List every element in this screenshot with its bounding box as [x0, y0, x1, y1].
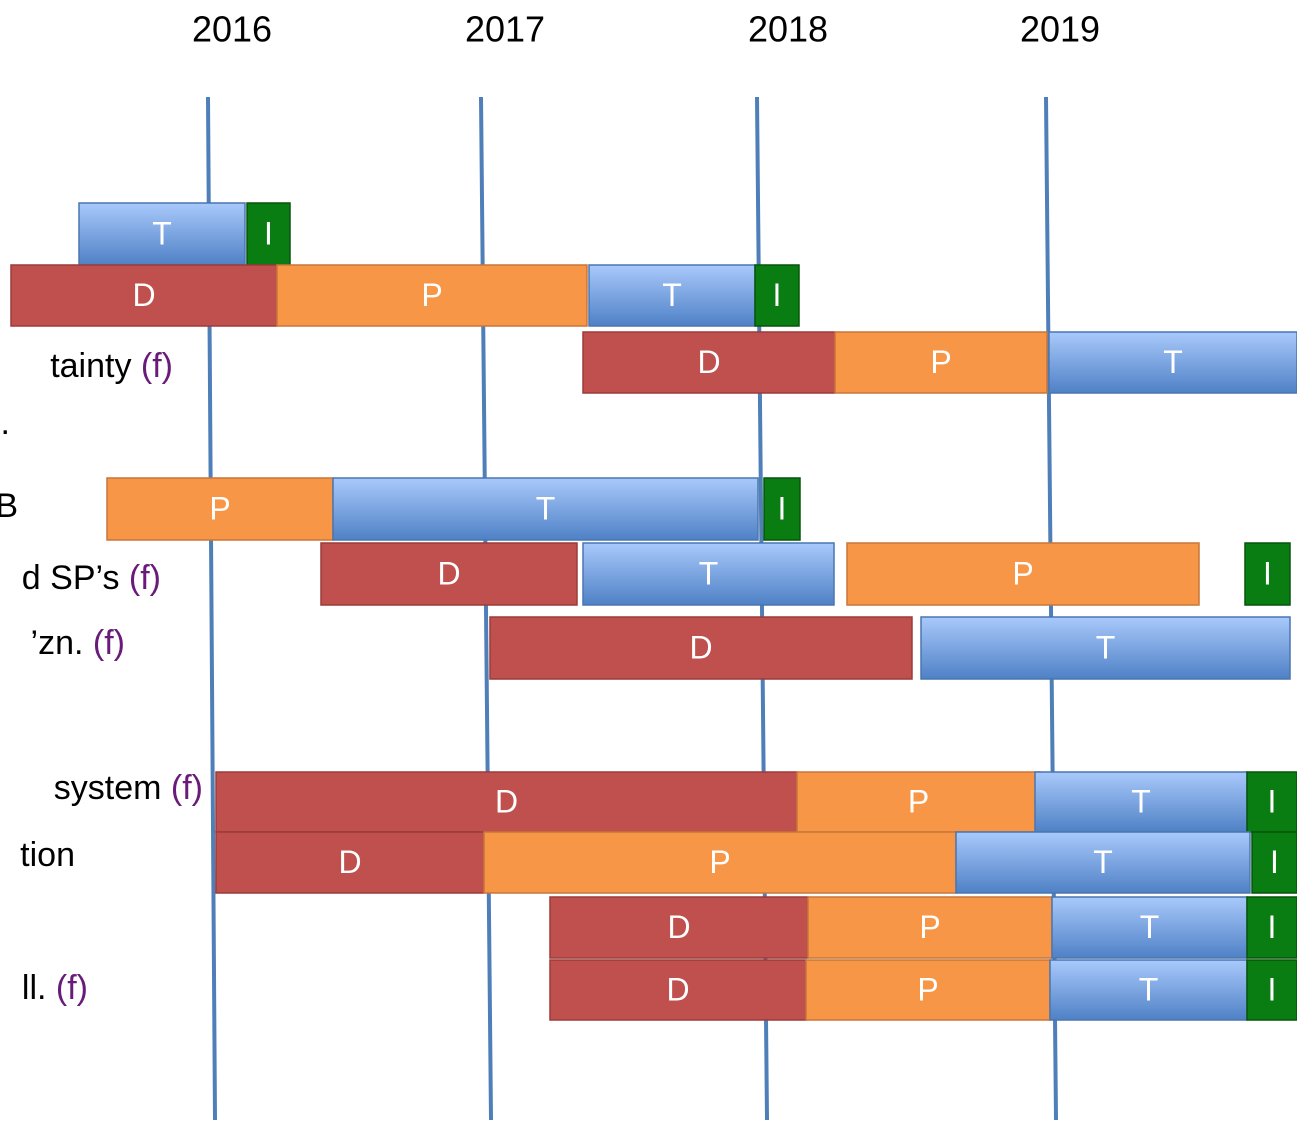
phase-label: D	[495, 783, 518, 819]
phase-label: I	[1263, 555, 1272, 591]
row-label-text: tainty	[50, 347, 131, 385]
phase-bar	[215, 831, 485, 894]
row-label: tion	[20, 836, 75, 874]
phase-label: P	[421, 277, 442, 313]
phase-bar	[78, 202, 246, 266]
phase-label: I	[1268, 909, 1277, 945]
row-label: ’zn. (f)	[31, 624, 125, 662]
phase-bar	[754, 264, 800, 327]
phase-bar	[805, 959, 1051, 1021]
phase-label: T	[1131, 783, 1151, 819]
phase-bar	[549, 959, 807, 1021]
row-label-tag: (f)	[56, 969, 88, 1007]
row-label: .	[1, 404, 10, 442]
phase-label: D	[666, 971, 689, 1007]
phase-label: I	[1270, 844, 1279, 880]
year-label: 2016	[192, 9, 272, 50]
phase-bar	[549, 896, 809, 959]
row-label: d SP’s (f)	[22, 559, 161, 597]
phase-bar	[582, 331, 836, 394]
phase-label: T	[1140, 909, 1160, 945]
phase-bar	[1244, 542, 1291, 606]
row-label: B	[0, 487, 18, 525]
phase-bar	[796, 771, 1041, 833]
phase-label: T	[1163, 344, 1183, 380]
phase-label: T	[699, 555, 719, 591]
phase-label: P	[930, 344, 951, 380]
row-label-text: B	[0, 487, 18, 525]
phase-bar	[332, 477, 759, 541]
phase-label: T	[536, 490, 556, 526]
phase-label: D	[689, 629, 712, 665]
row-label-tag: (f)	[171, 769, 203, 807]
phase-bar	[1246, 959, 1297, 1021]
phase-label: T	[662, 277, 682, 313]
row-label: ll. (f)	[22, 969, 88, 1007]
phase-label: D	[697, 344, 720, 380]
phase-label: T	[152, 215, 172, 251]
phase-bar	[763, 477, 801, 541]
phase-bar	[1034, 771, 1248, 833]
row-label-text: d SP’s	[22, 559, 120, 597]
phase-label: I	[264, 215, 273, 251]
row-label-text: .	[1, 404, 10, 442]
row-label-text: ’zn.	[31, 624, 84, 662]
phase-label: P	[709, 844, 730, 880]
phase-bar	[320, 542, 578, 606]
phase-bar	[582, 542, 835, 606]
row-label-text: tion	[20, 836, 75, 874]
phase-bar	[1048, 331, 1297, 394]
row-label-tag: (f)	[141, 347, 173, 385]
phase-bar	[483, 831, 957, 894]
phase-label: I	[1268, 783, 1277, 819]
phase-bar	[846, 542, 1200, 606]
year-line	[479, 96, 493, 1121]
phase-bar	[920, 616, 1291, 680]
phase-label: P	[209, 490, 230, 526]
phase-bar	[246, 202, 291, 266]
row-label: system (f)	[54, 769, 203, 807]
row-label-text: system	[54, 769, 162, 807]
phase-label: P	[919, 909, 940, 945]
phase-label: T	[1139, 971, 1159, 1007]
year-label: 2018	[748, 9, 828, 50]
phase-bar	[834, 331, 1048, 394]
year-label: 2019	[1020, 9, 1100, 50]
phase-label: P	[917, 971, 938, 1007]
phase-label: I	[773, 277, 782, 313]
phase-label: D	[132, 277, 155, 313]
row-label-tag: (f)	[93, 624, 125, 662]
phase-bar	[1049, 959, 1248, 1021]
row-label-tag: (f)	[129, 559, 161, 597]
phase-bar	[489, 616, 913, 680]
phase-label: T	[1096, 629, 1116, 665]
phase-bar	[1246, 896, 1297, 959]
phase-bar	[106, 477, 334, 541]
phase-label: D	[338, 844, 361, 880]
row-label: tainty (f)	[50, 347, 173, 385]
phase-label: D	[667, 909, 690, 945]
phase-bar	[1251, 831, 1297, 894]
phase-bar	[588, 264, 756, 327]
row-label-text: ll.	[22, 969, 47, 1007]
phase-bar	[10, 264, 278, 327]
phase-bar	[955, 831, 1251, 894]
phase-label: I	[1268, 971, 1277, 1007]
year-label: 2017	[465, 9, 545, 50]
phase-label: P	[1012, 555, 1033, 591]
phase-label: T	[1093, 844, 1113, 880]
phase-label: I	[778, 490, 787, 526]
phase-label: P	[908, 783, 929, 819]
phase-bar	[276, 264, 588, 327]
phase-label: D	[437, 555, 460, 591]
